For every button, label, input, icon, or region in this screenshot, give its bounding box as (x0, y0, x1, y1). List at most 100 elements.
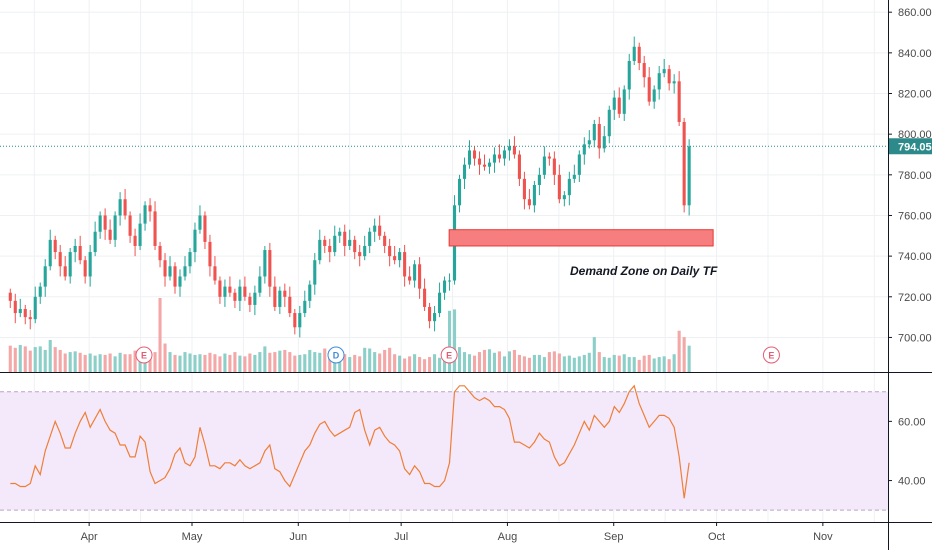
volume-bar (642, 355, 646, 372)
candle-body (113, 215, 117, 240)
candle-body (667, 69, 671, 84)
volume-bar (467, 354, 472, 372)
candle-body (248, 296, 252, 305)
candle-body (388, 245, 392, 257)
volume-bar (118, 352, 122, 372)
volume-bar (368, 348, 372, 372)
candle (537, 167, 541, 196)
candle-body (233, 292, 237, 301)
volume-bar (557, 353, 561, 372)
candle (418, 257, 422, 299)
candle (218, 276, 222, 304)
volume-bar (547, 352, 551, 372)
candle (587, 130, 591, 149)
candle (662, 58, 666, 78)
candle-body (368, 231, 372, 246)
volume-bar (313, 352, 317, 372)
volume-bar (378, 353, 382, 372)
volume-bar (552, 351, 556, 372)
candle (388, 238, 392, 267)
price-tick-label: 800.00 (898, 129, 932, 141)
candle-body (58, 252, 62, 267)
candle-body (268, 250, 272, 287)
candle (443, 276, 447, 300)
candle (323, 235, 327, 254)
volume-bar (353, 354, 357, 372)
candle (303, 290, 307, 318)
candle-body (443, 280, 447, 293)
candle (652, 85, 656, 109)
volume-bar (8, 345, 12, 372)
candle-body (562, 195, 566, 200)
candle (597, 116, 601, 159)
candle (378, 215, 382, 240)
volume-bar (193, 354, 197, 372)
candle-body (657, 73, 661, 90)
candle-body (283, 290, 287, 297)
month-label: Jul (394, 531, 408, 543)
candle-body (273, 286, 277, 307)
candle (343, 224, 347, 257)
candle-body (597, 124, 601, 149)
candle-body (143, 205, 147, 224)
volume-bar (198, 354, 202, 372)
candle (592, 119, 596, 148)
candle-body (318, 239, 322, 261)
volume-bar (293, 355, 297, 372)
candle-body (33, 296, 37, 320)
candle-body (298, 313, 302, 328)
candle (562, 191, 566, 207)
candle-body (163, 260, 167, 277)
candle-body (662, 69, 666, 74)
candle-body (353, 239, 357, 253)
candle (18, 298, 22, 318)
candle-body (398, 252, 402, 261)
candle-body (278, 290, 282, 307)
volume-bar (113, 356, 117, 372)
candle (348, 229, 352, 251)
price-tick-label: 760.00 (898, 210, 932, 222)
candle (612, 90, 616, 120)
volume-bar (288, 352, 292, 372)
volume-bar (433, 354, 437, 372)
candle-body (148, 205, 152, 212)
volume-bar (348, 357, 352, 372)
candle (263, 245, 267, 284)
candle (33, 286, 37, 324)
time-axis[interactable]: Apr May Jun Jul Aug Sep Oct Nov (81, 522, 834, 543)
earnings-event-marker: E (762, 346, 780, 364)
rsi-axis[interactable]: 60.00 40.00 (888, 416, 926, 488)
candle (78, 235, 82, 265)
candle (373, 218, 377, 242)
demand-zone-rectangle[interactable] (448, 229, 714, 247)
volume-bar (83, 354, 87, 372)
candle (268, 242, 272, 297)
candle-body (213, 266, 217, 281)
volume-bar (602, 357, 606, 372)
candle-body (577, 154, 581, 175)
rsi-series-line (10, 384, 690, 499)
price-axis[interactable]: 860.00 840.00 820.00 800.00 780.00 760.00 740.… (888, 7, 932, 344)
volume-bar (128, 354, 132, 372)
last-price-tag-text: 794.05 (898, 141, 932, 153)
volume-bar (537, 354, 541, 372)
volume-bar (253, 354, 257, 372)
earnings-event-marker: E (135, 346, 153, 364)
candle-body (632, 46, 636, 61)
candle (133, 228, 137, 257)
volume-bar (203, 354, 207, 372)
candle-body (98, 215, 102, 232)
volume-bar (13, 347, 17, 372)
candle-body (328, 245, 332, 253)
volume-bar (393, 354, 397, 372)
candle-body (28, 317, 32, 320)
candle (283, 283, 287, 307)
volume-bar (452, 309, 457, 372)
candle (73, 238, 77, 263)
candle (103, 208, 107, 240)
candle-body (517, 154, 521, 179)
candle-body (393, 256, 397, 261)
event-marker-label: E (446, 351, 452, 361)
